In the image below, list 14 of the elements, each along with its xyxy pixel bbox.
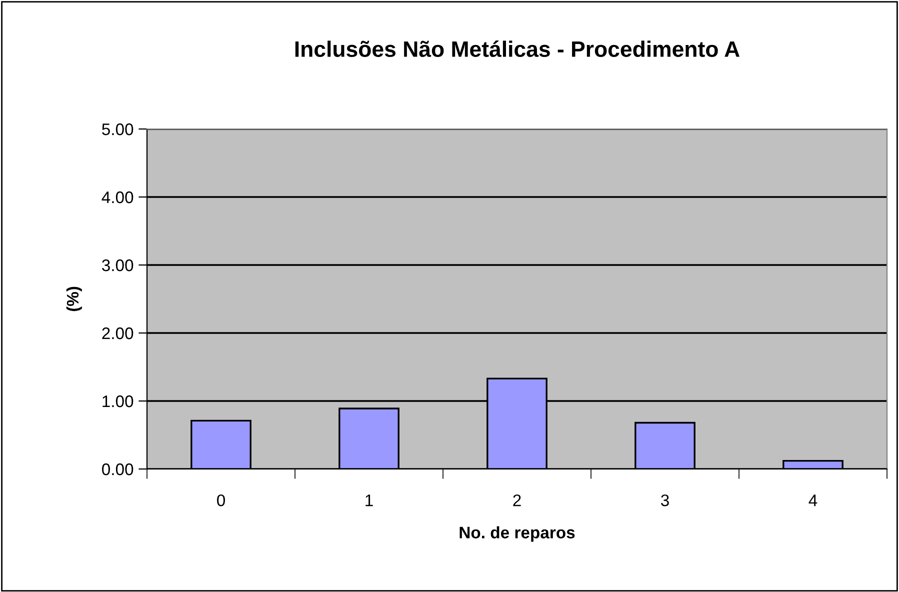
y-tick-label: 4.00 <box>102 191 134 204</box>
x-tick-label: 2 <box>513 494 521 506</box>
x-tick-label: 3 <box>661 494 669 506</box>
y-tick-label: 5.00 <box>102 123 134 136</box>
y-tick-label: 0.00 <box>102 463 134 476</box>
y-tick-label: 3.00 <box>102 259 134 272</box>
y-tick-label: 1.00 <box>102 395 134 408</box>
x-axis-title: No. de reparos <box>460 526 575 542</box>
x-tick-label: 1 <box>366 494 373 506</box>
y-tick-label: 2.00 <box>102 327 134 340</box>
x-tick-label: 0 <box>217 494 225 506</box>
x-tick-label: 4 <box>808 494 818 506</box>
y-axis-title: (%) <box>66 286 82 312</box>
chart-title: Inclusões Não Metálicas - Procedimento A <box>295 40 740 57</box>
